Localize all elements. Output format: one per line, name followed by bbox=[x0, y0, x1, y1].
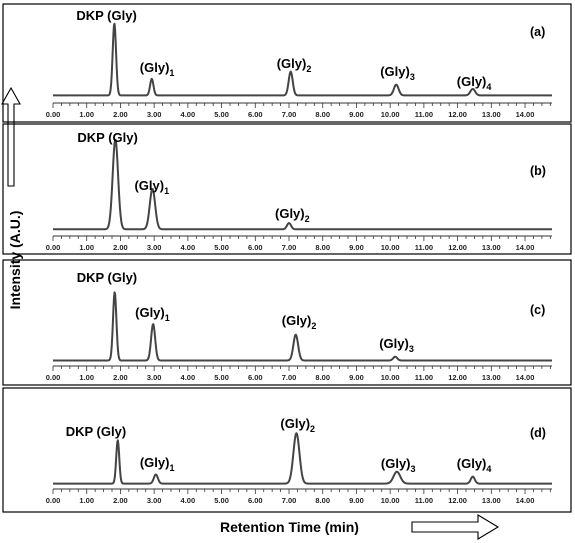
x-tick-label: 13.00 bbox=[482, 243, 501, 252]
x-tick-label: 13.00 bbox=[482, 373, 501, 382]
x-tick-label: 6.00 bbox=[248, 110, 263, 119]
x-tick-label: 7.00 bbox=[282, 243, 297, 252]
x-tick-label: 5.00 bbox=[214, 496, 229, 505]
x-tick-label: 1.00 bbox=[79, 243, 94, 252]
chromatogram-trace bbox=[52, 291, 553, 362]
peak-label: (Gly)1 bbox=[140, 455, 175, 473]
x-tick-label: 3.00 bbox=[147, 243, 162, 252]
x-tick-label: 0.00 bbox=[46, 373, 61, 382]
x-tick-label: 2.00 bbox=[113, 243, 128, 252]
panel-letter: (c) bbox=[530, 303, 545, 317]
x-tick-label: 10.00 bbox=[381, 373, 400, 382]
x-tick-label: 9.00 bbox=[349, 243, 364, 252]
peak-label: (Gly)3 bbox=[381, 456, 416, 474]
x-axis-arrow bbox=[411, 514, 500, 540]
x-tick-label: 12.00 bbox=[448, 243, 467, 252]
x-tick-label: 1.00 bbox=[79, 496, 94, 505]
panel-b: 0.00 1.00 2.00 3.00 4.00 5.00 6.00 7.00 8.00 9.00… bbox=[2, 123, 572, 255]
x-tick-label: 14.00 bbox=[516, 373, 535, 382]
x-tick-label: 11.00 bbox=[415, 110, 433, 119]
x-tick-label: 4.00 bbox=[181, 243, 196, 252]
panel-frame bbox=[2, 3, 572, 123]
peak-label: (Gly)2 bbox=[275, 206, 310, 224]
panel-frame bbox=[2, 123, 572, 255]
x-tick-label: 10.00 bbox=[381, 110, 400, 119]
peak-label: (Gly)2 bbox=[282, 313, 317, 331]
peak-label: DKP (Gly) bbox=[66, 424, 126, 439]
x-tick-label: 8.00 bbox=[315, 110, 330, 119]
panel-letter: (d) bbox=[530, 426, 546, 440]
peak-label: (Gly)1 bbox=[134, 178, 169, 196]
x-tick-label: 12.00 bbox=[448, 110, 467, 119]
x-tick-label: 7.00 bbox=[282, 110, 297, 119]
x-axis-title: Retention Time (min) bbox=[220, 519, 359, 535]
x-tick-label: 2.00 bbox=[113, 373, 128, 382]
panel-c: 0.00 1.00 2.00 3.00 4.00 5.00 6.00 7.00 8.00 9.00… bbox=[2, 259, 572, 386]
peak-label: (Gly)1 bbox=[140, 60, 175, 78]
x-tick-label: 7.00 bbox=[282, 373, 297, 382]
x-tick-label: 5.00 bbox=[214, 110, 229, 119]
x-tick-label: 6.00 bbox=[248, 243, 263, 252]
x-tick-label: 4.00 bbox=[181, 373, 196, 382]
peak-label: (Gly)3 bbox=[380, 64, 415, 82]
x-tick-label: 7.00 bbox=[282, 496, 297, 505]
peak-label: (Gly)2 bbox=[280, 416, 315, 434]
x-tick-label: 2.00 bbox=[113, 496, 128, 505]
x-tick-label: 5.00 bbox=[214, 243, 229, 252]
x-tick-label: 3.00 bbox=[147, 496, 162, 505]
x-tick-label: 14.00 bbox=[516, 496, 535, 505]
peak-label: (Gly)4 bbox=[457, 74, 492, 92]
peak-label: (Gly)1 bbox=[135, 305, 170, 323]
x-tick-label: 11.00 bbox=[415, 243, 433, 252]
chromatogram-trace bbox=[52, 138, 553, 231]
x-tick-label: 12.00 bbox=[448, 496, 467, 505]
x-tick-label: 14.00 bbox=[516, 110, 535, 119]
y-axis-arrow bbox=[1, 86, 21, 187]
panel-d: 0.00 1.00 2.00 3.00 4.00 5.00 6.00 7.00 8.00 9.00… bbox=[2, 387, 572, 513]
x-tick-label: 4.00 bbox=[181, 496, 196, 505]
x-tick-label: 0.00 bbox=[46, 496, 61, 505]
chromatogram-trace bbox=[52, 22, 553, 97]
x-tick-label: 10.00 bbox=[381, 496, 400, 505]
peak-label: (Gly)3 bbox=[379, 336, 414, 354]
x-tick-label: 8.00 bbox=[315, 243, 330, 252]
x-tick-label: 13.00 bbox=[482, 110, 501, 119]
x-tick-label: 0.00 bbox=[46, 110, 61, 119]
x-tick-label: 0.00 bbox=[46, 243, 61, 252]
x-tick-label: 12.00 bbox=[448, 373, 467, 382]
x-tick-label: 11.00 bbox=[415, 496, 433, 505]
peak-label: DKP (Gly) bbox=[77, 270, 137, 285]
x-tick-label: 3.00 bbox=[147, 373, 162, 382]
peak-label: DKP (Gly) bbox=[77, 130, 137, 145]
x-tick-label: 4.00 bbox=[181, 110, 196, 119]
chromatogram-panels: 0.00 1.00 2.00 3.00 4.00 5.00 6.00 7.00 8.00 9.00… bbox=[2, 3, 572, 513]
panel-letter: (b) bbox=[530, 164, 546, 178]
x-tick-label: 6.00 bbox=[248, 373, 263, 382]
x-tick-label: 1.00 bbox=[79, 373, 94, 382]
x-tick-label: 9.00 bbox=[349, 373, 364, 382]
panel-letter: (a) bbox=[530, 25, 545, 39]
x-tick-label: 8.00 bbox=[315, 496, 330, 505]
x-tick-label: 13.00 bbox=[482, 496, 501, 505]
x-tick-label: 14.00 bbox=[516, 243, 535, 252]
peak-label: (Gly)4 bbox=[457, 456, 492, 474]
x-tick-label: 2.00 bbox=[113, 110, 128, 119]
x-tick-label: 6.00 bbox=[248, 496, 263, 505]
panel-frame bbox=[2, 387, 572, 513]
panel-frame bbox=[2, 259, 572, 386]
peak-label: DKP (Gly) bbox=[76, 8, 136, 23]
x-tick-label: 3.00 bbox=[147, 110, 162, 119]
peak-label: (Gly)2 bbox=[277, 56, 312, 74]
chromatogram-trace bbox=[52, 432, 553, 485]
x-tick-label: 1.00 bbox=[79, 110, 94, 119]
x-tick-label: 8.00 bbox=[315, 373, 330, 382]
x-tick-label: 5.00 bbox=[214, 373, 229, 382]
panel-a: 0.00 1.00 2.00 3.00 4.00 5.00 6.00 7.00 8.00 9.00… bbox=[2, 3, 572, 123]
x-tick-label: 10.00 bbox=[381, 243, 400, 252]
x-tick-label: 9.00 bbox=[349, 496, 364, 505]
x-tick-label: 11.00 bbox=[415, 373, 433, 382]
x-tick-label: 9.00 bbox=[349, 110, 364, 119]
